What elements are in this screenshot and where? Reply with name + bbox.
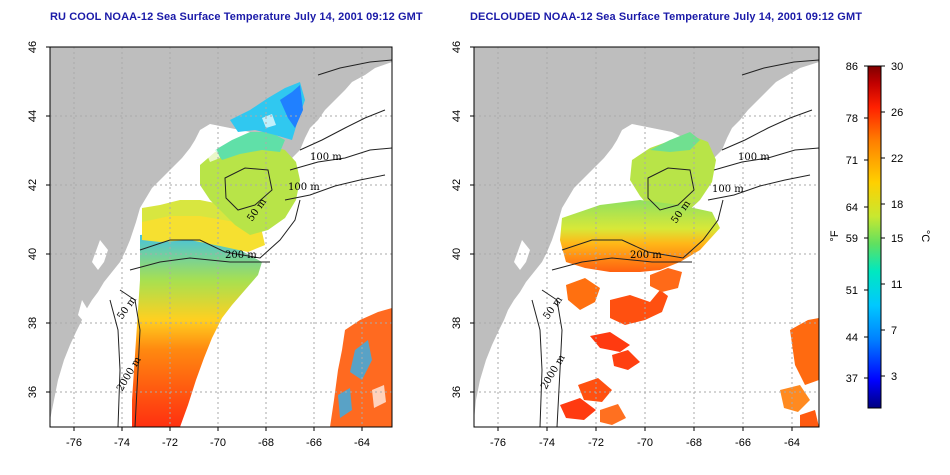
fahrenheit-tick: 51 — [846, 285, 858, 297]
temperature-colorbar: 86 78 71 64 59 51 44 37 30 26 22 18 15 1… — [829, 61, 931, 409]
y-tick-label: 42 — [27, 179, 39, 191]
celsius-tick: 26 — [891, 107, 903, 119]
x-tick-label: -74 — [114, 437, 130, 449]
y-tick-label: 40 — [451, 248, 463, 260]
fahrenheit-tick: 64 — [846, 202, 858, 214]
x-tick-label: -72 — [588, 437, 604, 449]
sst-south — [132, 232, 262, 427]
x-tick-label: -66 — [735, 437, 751, 449]
sst-gulf-of-maine — [200, 140, 300, 235]
celsius-tick: 30 — [891, 61, 903, 73]
fahrenheit-tick: 44 — [846, 332, 858, 344]
x-tick-label: -64 — [784, 437, 800, 449]
y-tick-label: 44 — [451, 110, 463, 122]
celsius-tick: 11 — [891, 279, 902, 291]
celsius-tick: 3 — [891, 371, 897, 383]
contour-label: 100 m — [310, 152, 342, 163]
celsius-axis-label: °C — [919, 230, 931, 242]
x-tick-label: -74 — [539, 437, 555, 449]
land-mass — [50, 47, 392, 420]
x-tick-label: -70 — [637, 437, 653, 449]
x-tick-label: -68 — [686, 437, 702, 449]
contour-label: 100 m — [738, 152, 770, 163]
x-tick-label: -64 — [354, 437, 370, 449]
celsius-tick: 15 — [891, 233, 903, 245]
contour-label: 100 m — [288, 182, 320, 193]
y-tick-label: 42 — [451, 179, 463, 191]
x-tick-label: -76 — [490, 437, 506, 449]
fahrenheit-tick: 86 — [846, 61, 858, 73]
y-tick-label: 36 — [27, 386, 39, 398]
celsius-tick: 18 — [891, 199, 903, 211]
fahrenheit-axis-label: °F — [829, 230, 841, 241]
contour-label: 100 m — [712, 184, 744, 195]
fahrenheit-tick: 37 — [846, 373, 858, 385]
fahrenheit-tick: 78 — [846, 113, 858, 125]
land-mass — [474, 47, 819, 420]
contour-label: 200 m — [630, 250, 662, 261]
y-tick-label: 46 — [27, 41, 39, 53]
celsius-tick: 7 — [891, 325, 897, 337]
left-map-title: RU COOL NOAA-12 Sea Surface Temperature … — [50, 11, 423, 23]
fahrenheit-tick: 71 — [846, 155, 858, 167]
y-tick-label: 46 — [451, 41, 463, 53]
y-tick-label: 40 — [27, 248, 39, 260]
celsius-tick: 22 — [891, 153, 903, 165]
x-tick-label: -66 — [306, 437, 322, 449]
right-sst-map: 100 m 100 m 50 m 200 m 50 m 2000 m -76 -… — [451, 41, 820, 449]
x-tick-label: -72 — [162, 437, 178, 449]
right-map-title: DECLOUDED NOAA-12 Sea Surface Temperatur… — [470, 11, 863, 23]
left-sst-map: 100 m 100 m 50 m 200 m 50 m 2000 m -76 -… — [27, 41, 393, 449]
x-tick-label: -68 — [258, 437, 274, 449]
fahrenheit-tick: 59 — [846, 233, 858, 245]
contour-label: 200 m — [225, 250, 257, 261]
y-tick-label: 38 — [451, 317, 463, 329]
x-tick-label: -76 — [66, 437, 82, 449]
x-tick-label: -70 — [210, 437, 226, 449]
y-tick-label: 36 — [451, 386, 463, 398]
sst-gulf-of-maine — [630, 135, 716, 222]
y-tick-label: 38 — [27, 317, 39, 329]
y-tick-label: 44 — [27, 110, 39, 122]
colorbar-gradient — [867, 65, 882, 409]
